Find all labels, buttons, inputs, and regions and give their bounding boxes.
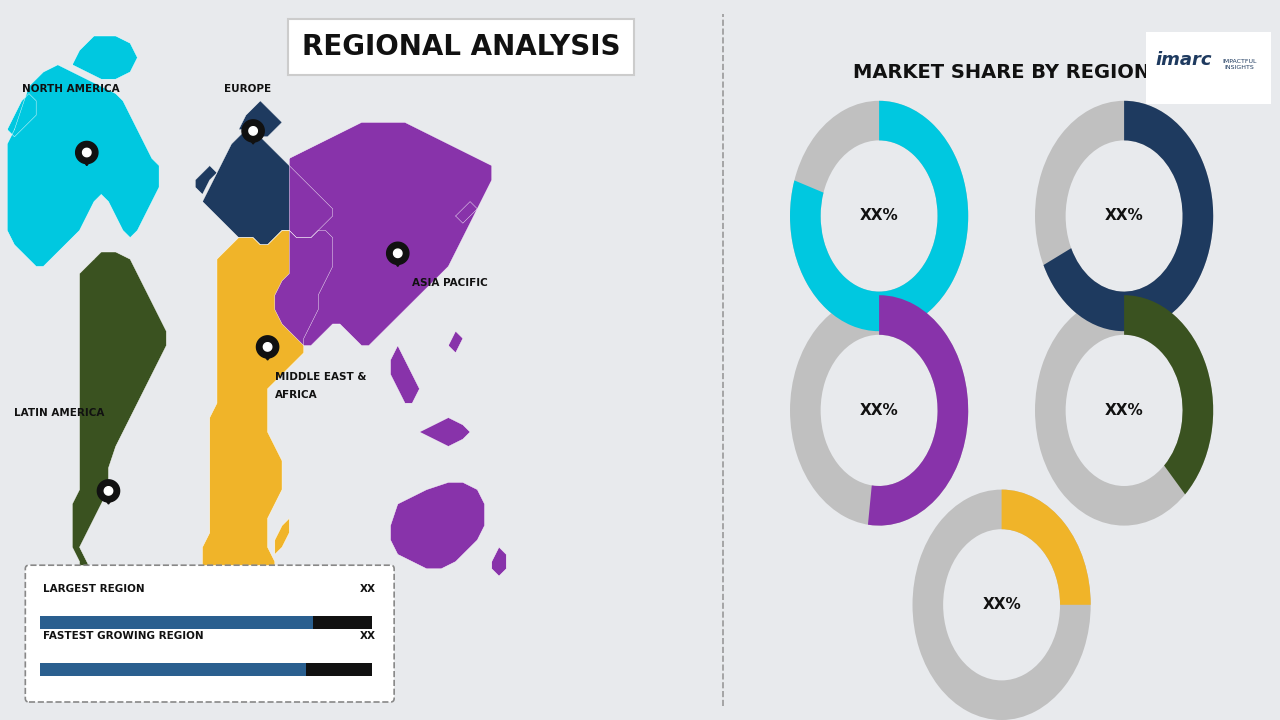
Polygon shape — [248, 127, 257, 135]
Polygon shape — [275, 122, 492, 346]
Wedge shape — [790, 101, 968, 331]
Polygon shape — [390, 256, 406, 266]
Polygon shape — [79, 155, 95, 166]
Wedge shape — [790, 295, 968, 526]
Text: AFRICA: AFRICA — [275, 390, 317, 400]
Polygon shape — [76, 141, 99, 163]
Text: XX%: XX% — [860, 209, 899, 223]
Text: MARKET SHARE BY REGION: MARKET SHARE BY REGION — [852, 63, 1151, 81]
Polygon shape — [101, 493, 116, 504]
Text: XX%: XX% — [982, 598, 1021, 612]
Polygon shape — [238, 101, 282, 137]
Polygon shape — [264, 343, 271, 351]
Text: EUROPE: EUROPE — [224, 84, 271, 94]
Polygon shape — [492, 547, 506, 576]
Text: LATIN AMERICA: LATIN AMERICA — [14, 408, 105, 418]
Text: imarc: imarc — [1155, 50, 1211, 68]
Text: IMPACTFUL
INSIGHTS: IMPACTFUL INSIGHTS — [1222, 59, 1257, 71]
Polygon shape — [242, 120, 264, 142]
Wedge shape — [1036, 101, 1213, 331]
Polygon shape — [196, 166, 216, 194]
Polygon shape — [202, 130, 333, 245]
Bar — [40, 663, 306, 676]
Wedge shape — [868, 295, 968, 526]
Text: REGIONAL ANALYSIS: REGIONAL ANALYSIS — [302, 33, 620, 60]
Polygon shape — [82, 148, 91, 157]
Bar — [40, 616, 312, 629]
Polygon shape — [390, 346, 420, 403]
Bar — [306, 663, 372, 676]
Polygon shape — [246, 133, 261, 144]
Polygon shape — [387, 242, 408, 264]
Bar — [312, 616, 372, 629]
Polygon shape — [256, 336, 279, 358]
Polygon shape — [202, 230, 333, 634]
Wedge shape — [1001, 490, 1091, 605]
Polygon shape — [72, 36, 137, 79]
Polygon shape — [448, 331, 463, 353]
FancyBboxPatch shape — [1139, 29, 1277, 108]
Polygon shape — [260, 349, 275, 360]
FancyBboxPatch shape — [26, 565, 394, 702]
Text: XX%: XX% — [1105, 209, 1143, 223]
Wedge shape — [1124, 295, 1213, 495]
Text: XX: XX — [360, 631, 376, 641]
Wedge shape — [1036, 295, 1213, 526]
Text: FASTEST GROWING REGION: FASTEST GROWING REGION — [44, 631, 204, 641]
Polygon shape — [8, 94, 36, 137]
Text: XX%: XX% — [1105, 403, 1143, 418]
Text: XX: XX — [360, 584, 376, 594]
Polygon shape — [390, 482, 485, 569]
Text: ASIA PACIFIC: ASIA PACIFIC — [412, 278, 488, 288]
Text: XX%: XX% — [860, 403, 899, 418]
Text: MIDDLE EAST &: MIDDLE EAST & — [275, 372, 366, 382]
Polygon shape — [97, 480, 119, 502]
Polygon shape — [456, 202, 477, 223]
Polygon shape — [420, 418, 470, 446]
Wedge shape — [913, 490, 1091, 720]
Polygon shape — [393, 249, 402, 258]
Polygon shape — [275, 518, 289, 554]
Text: LARGEST REGION: LARGEST REGION — [44, 584, 145, 594]
Wedge shape — [790, 101, 968, 331]
Text: NORTH AMERICA: NORTH AMERICA — [22, 84, 119, 94]
Polygon shape — [72, 252, 166, 634]
Polygon shape — [104, 487, 113, 495]
Wedge shape — [1043, 101, 1213, 331]
Polygon shape — [8, 65, 159, 266]
